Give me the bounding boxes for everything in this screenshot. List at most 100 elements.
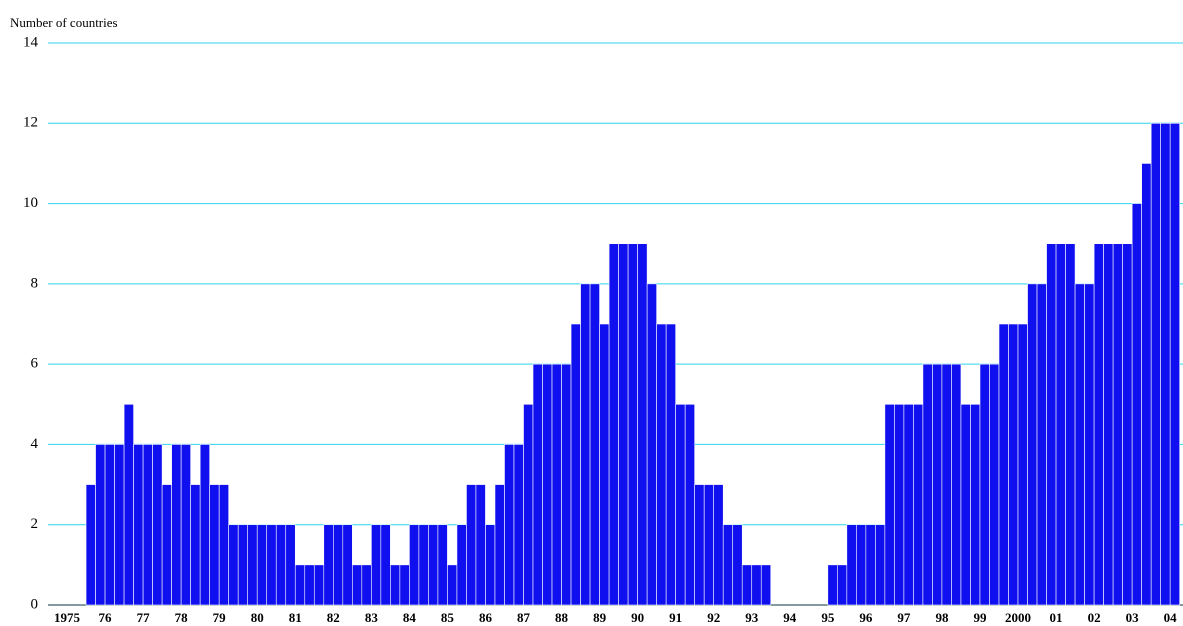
bar [304, 564, 315, 606]
bar [409, 524, 420, 606]
bar [256, 524, 268, 606]
bar [285, 524, 296, 606]
bar [294, 564, 306, 606]
bar [941, 363, 952, 606]
y-axis-label: Number of countries [10, 15, 118, 30]
bar [637, 243, 648, 606]
x-tick-label: 03 [1126, 610, 1140, 625]
bar [589, 283, 600, 606]
bar [656, 323, 667, 606]
bar [951, 363, 962, 606]
x-tick-label: 02 [1088, 610, 1101, 625]
x-tick-label: 86 [479, 610, 493, 625]
bar [504, 444, 515, 606]
bar [922, 363, 933, 606]
bar [1103, 243, 1114, 606]
x-tick-label: 89 [593, 610, 607, 625]
bar [1131, 203, 1142, 606]
bar [190, 484, 201, 606]
x-tick-label: 77 [137, 610, 151, 625]
bar [846, 524, 857, 606]
bar [142, 444, 153, 606]
bar [390, 564, 401, 606]
bar [171, 444, 182, 606]
x-tick-label: 1975 [54, 610, 81, 625]
bar [1112, 243, 1123, 606]
y-tick-label: 6 [31, 356, 39, 372]
bar [599, 323, 610, 606]
x-tick-label: 78 [175, 610, 189, 625]
bar [932, 363, 943, 606]
bar [313, 564, 325, 606]
bar [665, 323, 676, 606]
x-tick-label: 87 [517, 610, 531, 625]
bar [332, 524, 344, 606]
x-tick-label: 91 [669, 610, 682, 625]
bar [418, 524, 429, 606]
bar [152, 444, 163, 606]
bar [114, 444, 125, 606]
bar [884, 403, 895, 606]
bar [913, 403, 924, 606]
bar [447, 564, 458, 606]
bar [180, 444, 191, 606]
bar [1169, 122, 1180, 606]
bar [466, 484, 477, 606]
bar [1122, 243, 1133, 606]
bar [371, 524, 382, 606]
x-tick-label: 80 [251, 610, 264, 625]
bar [104, 444, 115, 606]
y-tick-label: 14 [23, 34, 39, 50]
bar [970, 403, 981, 606]
bar [218, 484, 229, 606]
bar [437, 524, 448, 606]
bar [1046, 243, 1057, 606]
y-tick-label: 0 [31, 596, 39, 612]
x-tick-label: 94 [783, 610, 797, 625]
bar [875, 524, 886, 606]
bar [713, 484, 724, 606]
x-tick-label: 83 [365, 610, 379, 625]
bar [456, 524, 467, 606]
x-tick-label: 92 [707, 610, 720, 625]
bar [675, 403, 686, 606]
bar [1074, 283, 1085, 606]
y-tick-label: 12 [23, 115, 38, 131]
bar [760, 564, 772, 606]
bar [561, 363, 572, 606]
x-tick-label: 84 [403, 610, 417, 625]
x-tick-label: 04 [1164, 610, 1178, 625]
bar [485, 524, 496, 606]
x-tick-label: 85 [441, 610, 455, 625]
bar [608, 243, 619, 606]
bar [228, 524, 239, 606]
x-tick-label: 88 [555, 610, 569, 625]
bar [856, 524, 867, 606]
bar [998, 323, 1009, 606]
bar [1141, 163, 1152, 606]
x-tick-label: 98 [935, 610, 949, 625]
bar [199, 444, 210, 606]
bar [751, 564, 762, 606]
bar [247, 524, 258, 606]
bar [1055, 243, 1066, 606]
bar [580, 283, 591, 606]
bar [694, 484, 705, 606]
y-tick-label: 4 [31, 436, 39, 452]
bar [551, 363, 562, 606]
bar [1027, 283, 1038, 606]
bar [428, 524, 439, 606]
y-tick-label: 2 [31, 516, 39, 532]
bar [209, 484, 220, 606]
bar [380, 524, 391, 606]
y-tick-label: 8 [31, 275, 39, 291]
x-tick-label: 81 [289, 610, 302, 625]
x-tick-label: 90 [631, 610, 644, 625]
bar [684, 403, 695, 606]
bar [1008, 323, 1019, 606]
bar [342, 524, 353, 606]
x-tick-label: 2000 [1005, 610, 1031, 625]
bar [827, 564, 838, 606]
bar [494, 484, 505, 606]
